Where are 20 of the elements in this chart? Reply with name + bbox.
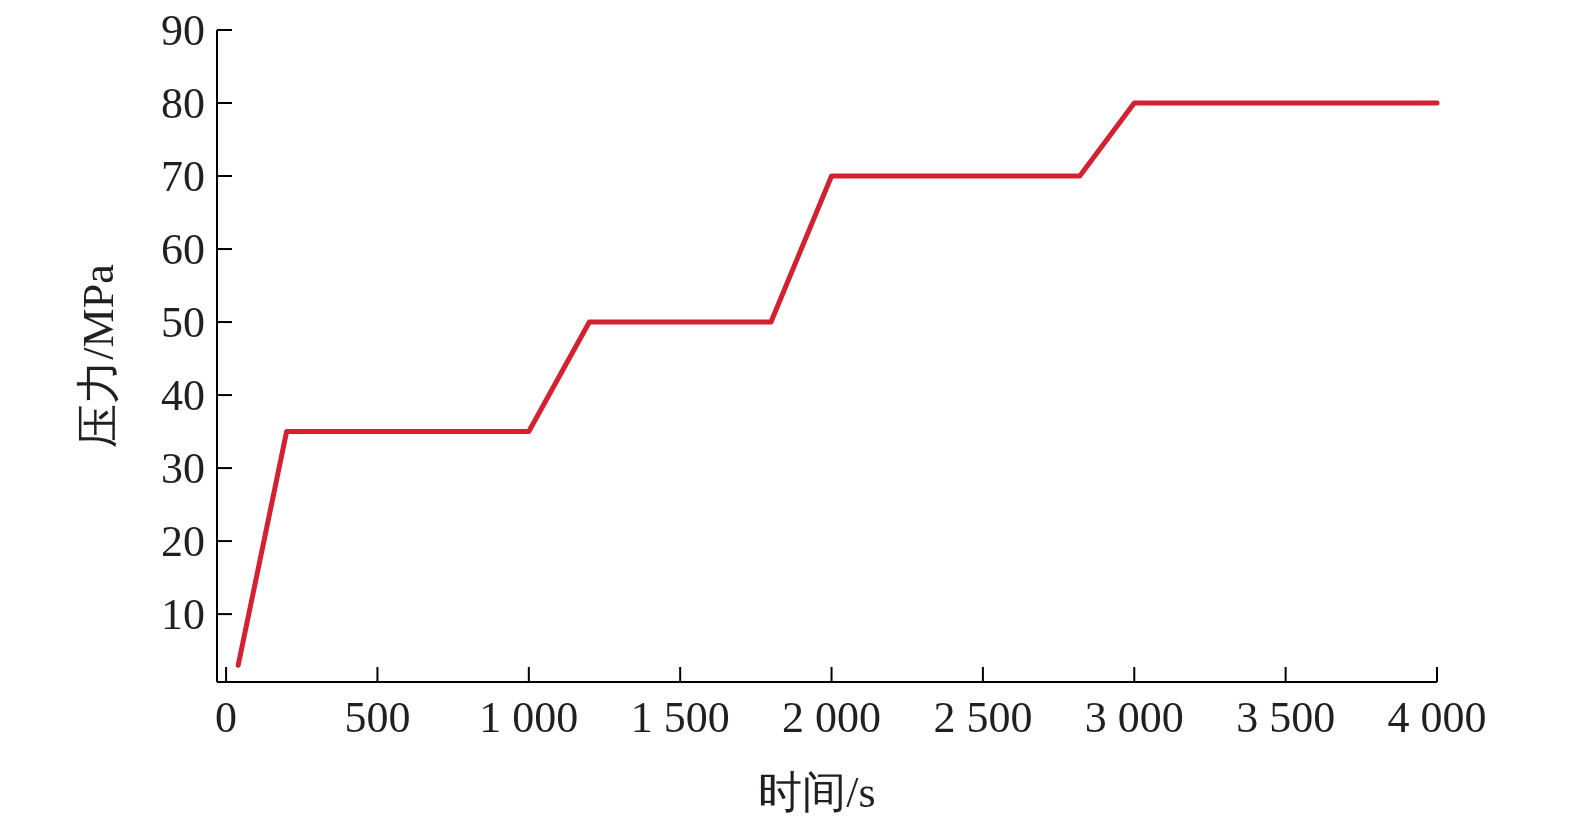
x-tick-label: 1 000 bbox=[479, 693, 579, 742]
x-tick-label: 4 000 bbox=[1387, 693, 1487, 742]
x-tick-label: 3 000 bbox=[1084, 693, 1184, 742]
x-tick-label: 2 500 bbox=[933, 693, 1033, 742]
y-tick-label: 60 bbox=[161, 225, 205, 275]
x-tick-label: 500 bbox=[344, 693, 411, 742]
x-tick-label: 2 000 bbox=[782, 693, 882, 742]
y-tick-label: 10 bbox=[161, 590, 205, 640]
y-tick-label: 50 bbox=[161, 298, 205, 348]
y-axis-title: 压力/MPa bbox=[74, 264, 123, 448]
y-tick-label: 40 bbox=[161, 371, 205, 421]
x-tick-label: 3 500 bbox=[1236, 693, 1336, 742]
y-tick-label: 90 bbox=[161, 6, 205, 56]
y-tick-label: 80 bbox=[161, 79, 205, 129]
y-tick-label: 70 bbox=[161, 152, 205, 202]
x-tick-label: 1 500 bbox=[630, 693, 730, 742]
y-tick-label: 30 bbox=[161, 444, 205, 494]
y-tick-label: 20 bbox=[161, 517, 205, 567]
x-axis-title: 时间/s bbox=[758, 768, 876, 817]
x-tick-label: 0 bbox=[215, 693, 238, 742]
